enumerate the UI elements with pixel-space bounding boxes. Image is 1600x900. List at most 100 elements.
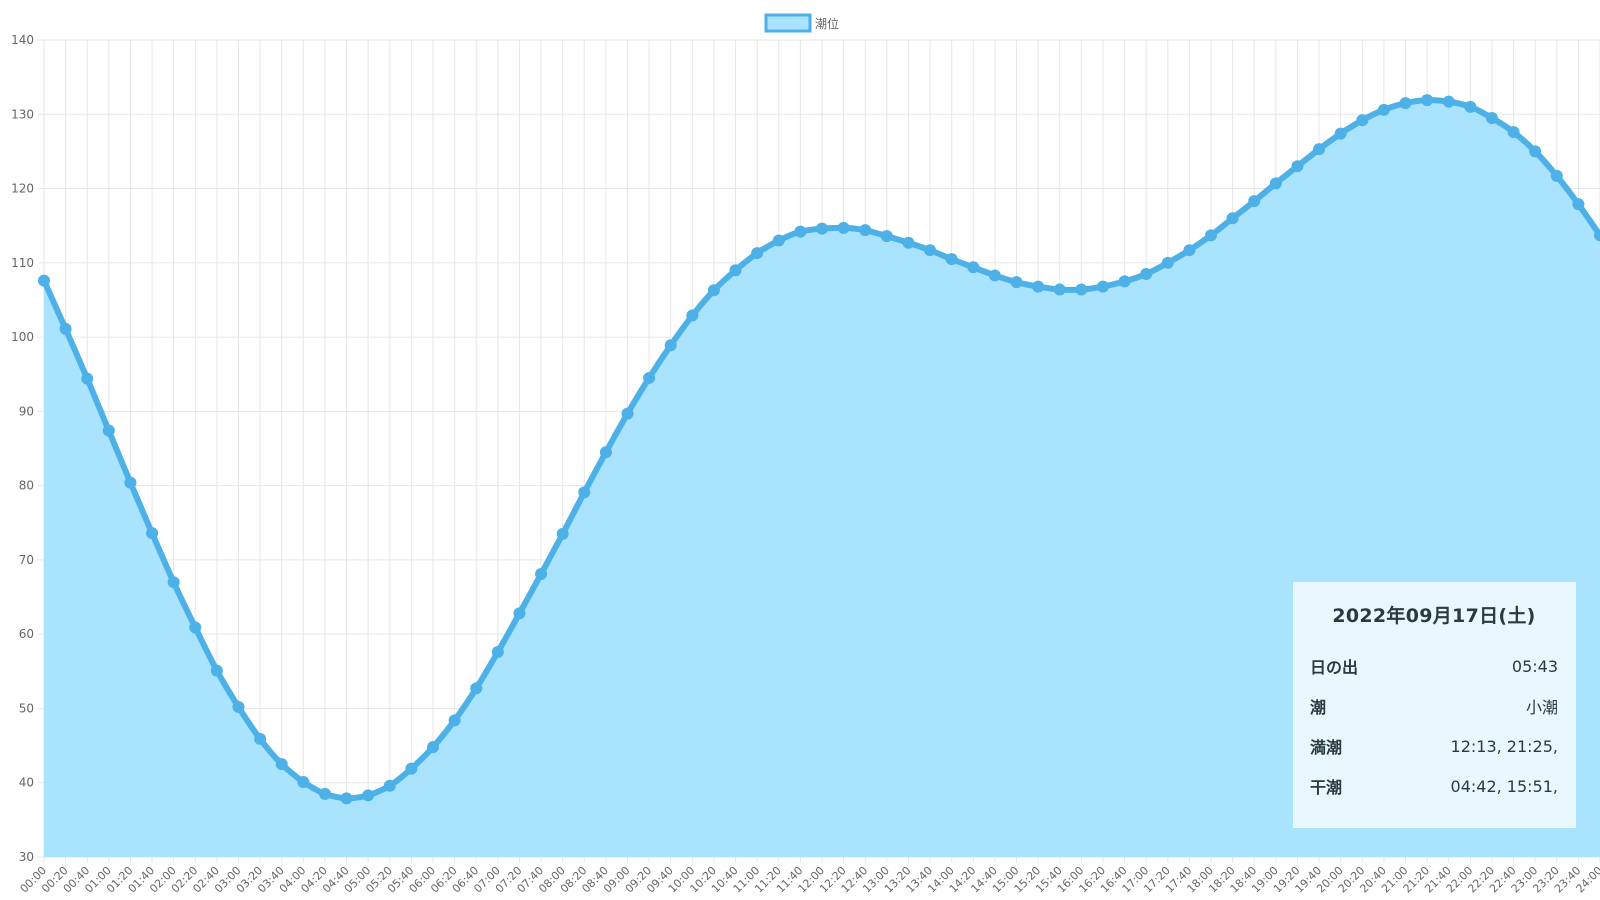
data-point[interactable] xyxy=(816,222,828,235)
data-point[interactable] xyxy=(578,486,591,499)
data-point[interactable] xyxy=(1053,283,1066,296)
data-point[interactable] xyxy=(470,682,483,695)
data-point[interactable] xyxy=(318,787,331,800)
data-point[interactable] xyxy=(340,792,353,805)
tide-info-card: 2022年09月17日(土) 日の出 05:43 潮 小潮 満潮 12:13, … xyxy=(1293,582,1576,828)
data-point[interactable] xyxy=(1377,103,1390,116)
data-point[interactable] xyxy=(1161,256,1174,269)
data-point[interactable] xyxy=(1356,114,1369,127)
y-tick-label: 120 xyxy=(11,182,34,196)
data-point[interactable] xyxy=(1269,177,1282,190)
y-tick-label: 50 xyxy=(19,701,34,715)
info-value-sunrise: 05:43 xyxy=(1511,656,1558,676)
info-row-high-tide: 満潮 12:13, 21:25, xyxy=(1310,726,1558,766)
data-point[interactable] xyxy=(1529,145,1542,158)
data-point[interactable] xyxy=(102,424,115,437)
data-point[interactable] xyxy=(707,284,720,297)
y-tick-label: 130 xyxy=(11,107,34,121)
data-point[interactable] xyxy=(1594,229,1600,242)
data-point[interactable] xyxy=(405,762,418,775)
y-tick-label: 60 xyxy=(19,627,34,641)
data-point[interactable] xyxy=(189,621,202,634)
data-point[interactable] xyxy=(59,322,72,335)
data-point[interactable] xyxy=(772,234,785,247)
data-point[interactable] xyxy=(1140,267,1153,280)
data-point[interactable] xyxy=(1334,127,1347,140)
tide-area xyxy=(44,100,1600,857)
data-point[interactable] xyxy=(1442,95,1455,108)
data-point[interactable] xyxy=(1550,169,1563,182)
data-point[interactable] xyxy=(1226,212,1239,225)
y-axis: 30 40 50 60 70 80 90 100 110 120 130 140 xyxy=(11,33,34,864)
data-point[interactable] xyxy=(383,779,396,792)
data-point[interactable] xyxy=(1205,229,1217,242)
data-point[interactable] xyxy=(275,758,288,771)
data-point[interactable] xyxy=(945,253,958,266)
legend-label: 潮位 xyxy=(815,16,839,31)
info-label-sunrise: 日の出 xyxy=(1310,658,1359,677)
data-point[interactable] xyxy=(1096,280,1109,293)
data-point[interactable] xyxy=(1075,283,1088,296)
data-point[interactable] xyxy=(967,261,980,274)
data-point[interactable] xyxy=(686,309,699,322)
data-point[interactable] xyxy=(1183,244,1196,257)
data-point[interactable] xyxy=(1010,276,1023,289)
info-label-high-tide: 満潮 xyxy=(1310,738,1343,757)
data-point[interactable] xyxy=(491,646,504,659)
data-point[interactable] xyxy=(924,244,937,257)
data-point[interactable] xyxy=(81,372,94,385)
data-point[interactable] xyxy=(427,741,439,754)
info-label-low-tide: 干潮 xyxy=(1310,778,1343,797)
info-value-low-tide: 04:42, 15:51, xyxy=(1450,776,1558,796)
y-tick-label: 30 xyxy=(19,850,34,864)
info-row-low-tide: 干潮 04:42, 15:51, xyxy=(1310,766,1558,806)
data-point[interactable] xyxy=(146,527,159,540)
data-point[interactable] xyxy=(751,247,764,260)
data-point[interactable] xyxy=(254,732,267,745)
data-point[interactable] xyxy=(643,371,656,384)
data-point[interactable] xyxy=(859,224,872,237)
data-point[interactable] xyxy=(124,476,137,489)
data-point[interactable] xyxy=(38,274,50,287)
data-point[interactable] xyxy=(297,775,310,788)
data-point[interactable] xyxy=(232,700,245,713)
data-point[interactable] xyxy=(1485,111,1498,124)
data-point[interactable] xyxy=(1572,198,1585,211)
data-point[interactable] xyxy=(880,230,893,243)
info-label-tide-type: 潮 xyxy=(1310,698,1327,717)
y-tick-label: 90 xyxy=(19,404,34,418)
data-point[interactable] xyxy=(664,339,677,352)
data-point[interactable] xyxy=(1118,275,1131,288)
data-point[interactable] xyxy=(1248,195,1261,208)
data-point[interactable] xyxy=(448,714,461,727)
y-tick-label: 110 xyxy=(11,256,34,270)
info-value-high-tide: 12:13, 21:25, xyxy=(1450,736,1558,756)
data-point[interactable] xyxy=(837,221,850,234)
data-point[interactable] xyxy=(167,576,180,589)
data-point[interactable] xyxy=(621,407,634,420)
info-value-tide-type: 小潮 xyxy=(1525,698,1558,717)
data-point[interactable] xyxy=(1507,126,1520,139)
data-point[interactable] xyxy=(794,225,807,238)
data-point[interactable] xyxy=(1399,97,1412,110)
x-axis: 00:0000:2000:4001:0001:2001:4002:0002:20… xyxy=(18,864,1600,896)
data-point[interactable] xyxy=(1291,160,1304,173)
data-point[interactable] xyxy=(210,664,223,677)
data-point[interactable] xyxy=(1464,100,1477,113)
info-row-sunrise: 日の出 05:43 xyxy=(1310,646,1558,686)
data-point[interactable] xyxy=(1421,94,1434,107)
legend[interactable]: 潮位 xyxy=(764,13,839,33)
data-point[interactable] xyxy=(1313,143,1326,156)
y-tick-label: 70 xyxy=(19,553,34,567)
data-point[interactable] xyxy=(729,264,742,277)
data-point[interactable] xyxy=(513,607,526,620)
data-point[interactable] xyxy=(1032,280,1045,293)
data-point[interactable] xyxy=(599,446,612,459)
y-tick-label: 80 xyxy=(19,479,34,493)
data-point[interactable] xyxy=(362,789,375,802)
data-point[interactable] xyxy=(902,236,915,249)
data-point[interactable] xyxy=(535,568,548,581)
data-point[interactable] xyxy=(988,269,1001,282)
data-point[interactable] xyxy=(556,527,569,540)
